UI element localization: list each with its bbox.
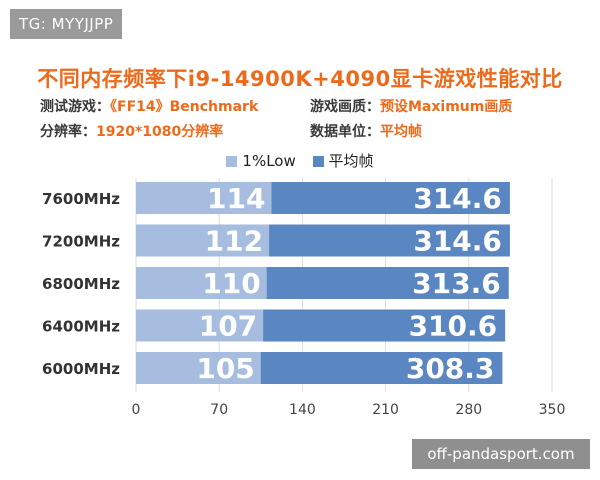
info-game-label: 测试游戏： [40, 99, 110, 115]
info-resolution-label: 分辨率： [40, 124, 96, 140]
data-label-low-1: 112 [205, 225, 263, 258]
legend-swatch-low [226, 156, 238, 167]
legend-item-low: 1%Low [226, 152, 296, 170]
x-tick-label-5: 350 [539, 402, 566, 418]
data-label-low-4: 105 [196, 352, 254, 385]
watermark-top: TG: MYYJJPP [10, 9, 123, 39]
info-quality-label: 游戏画质： [310, 99, 380, 115]
category-label-4: 6000MHz [42, 360, 120, 378]
info-quality-value: 预设Maximum画质 [380, 99, 513, 115]
category-label-0: 7600MHz [42, 190, 120, 208]
category-label-2: 6800MHz [42, 275, 120, 293]
data-label-low-3: 107 [199, 310, 257, 343]
category-label-3: 6400MHz [42, 318, 120, 336]
chart-legend: 1%Low 平均帧 [0, 150, 600, 171]
info-unit-label: 数据单位： [310, 124, 380, 140]
data-label-avg-4: 308.3 [406, 352, 495, 385]
info-unit-value: 平均帧 [380, 124, 422, 140]
info-unit: 数据单位：平均帧 [310, 121, 422, 141]
legend-item-avg: 平均帧 [312, 150, 374, 171]
legend-swatch-avg [312, 156, 324, 167]
x-tick-label-2: 140 [289, 402, 316, 418]
info-game-value: 《FF14》Benchmark [110, 99, 259, 115]
data-label-low-2: 110 [202, 267, 260, 300]
data-label-low-0: 114 [207, 182, 265, 215]
bar-low-3 [136, 309, 264, 342]
data-label-avg-0: 314.6 [413, 182, 502, 215]
bar-low-2 [136, 267, 267, 299]
chart-title: 不同内存频率下i9-14900K+4090显卡游戏性能对比 [37, 67, 563, 91]
data-label-avg-1: 314.6 [413, 225, 502, 258]
x-tick-label-1: 70 [210, 402, 228, 418]
info-quality: 游戏画质：预设Maximum画质 [310, 96, 512, 116]
category-label-1: 7200MHz [42, 233, 120, 251]
watermark-bottom: off-pandasport.com [412, 439, 590, 469]
bar-low-0 [136, 182, 272, 214]
x-tick-label-3: 210 [372, 402, 399, 418]
x-tick-label-0: 0 [132, 402, 141, 418]
data-label-avg-2: 313.6 [412, 267, 501, 300]
legend-label-low: 1%Low [242, 152, 296, 170]
bar-low-1 [136, 224, 270, 257]
info-resolution-value: 1920*1080分辨率 [96, 124, 224, 140]
info-resolution: 分辨率：1920*1080分辨率 [40, 121, 223, 141]
info-game: 测试游戏：《FF14》Benchmark [40, 96, 258, 116]
bar-low-4 [136, 352, 261, 384]
legend-label-avg: 平均帧 [328, 152, 374, 170]
x-tick-label-4: 280 [455, 402, 482, 418]
data-label-avg-3: 310.6 [409, 310, 498, 343]
